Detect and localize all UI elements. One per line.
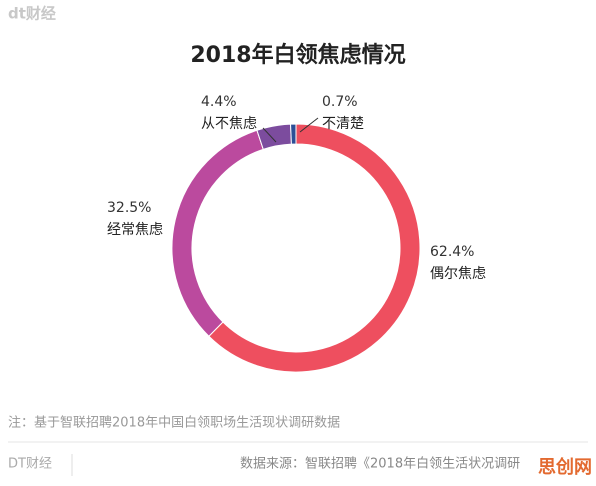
slice [208,123,421,373]
slice [290,123,297,145]
leader-line [262,127,277,143]
category-label: 经常焦虑 [107,222,163,238]
logo: dt财经 [8,5,56,23]
category-label: 偶尔焦虑 [430,266,486,282]
slice [171,129,264,337]
source: 数据来源：智联招聘《2018年白领生活状况调研 [240,456,520,472]
category-label: 不清楚 [322,116,364,132]
donut [171,123,421,373]
leader-line [299,117,319,133]
value-label: 32.5% [107,200,151,216]
slice [256,123,292,150]
value-label: 4.4% [201,94,237,110]
watermark: 思创网 [538,456,592,478]
category-label: 从不焦虑 [201,116,257,132]
labels: 62.4% 偶尔焦虑 32.5% 经常焦虑 4.4% 从不焦虑 0.7% 不清楚 [107,94,486,282]
note: 注：基于智联招聘2018年中国白领职场生活现状调研数据 [8,415,340,431]
value-label: 0.7% [322,94,358,110]
chart-title: 2018年白领焦虑情况 [190,42,405,68]
value-label: 62.4% [430,244,474,260]
brand: DT财经 [8,457,52,472]
